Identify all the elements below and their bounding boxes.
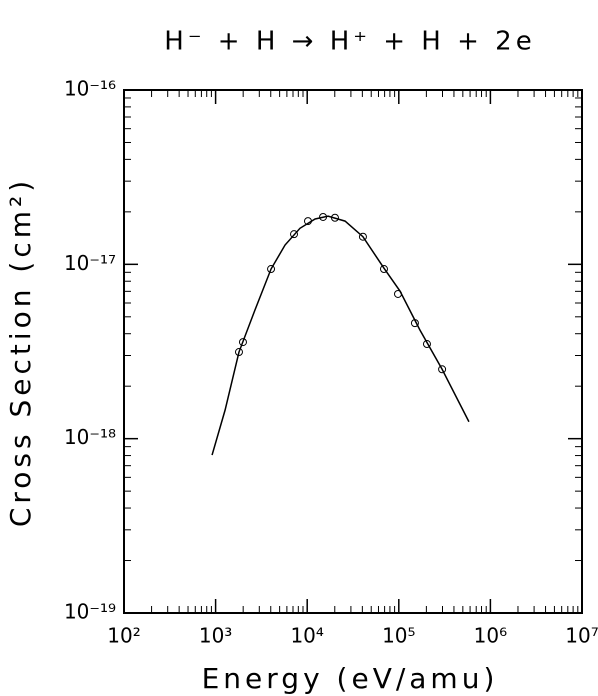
y-tick-label: 10⁻¹⁷ bbox=[64, 251, 116, 275]
data-point bbox=[267, 265, 276, 274]
data-point bbox=[438, 365, 447, 374]
chart-title: H⁻ + H → H⁺ + H + 2e bbox=[164, 27, 535, 57]
y-axis-label: Cross Section (cm²) bbox=[4, 177, 37, 527]
data-point bbox=[422, 340, 431, 349]
data-point bbox=[290, 230, 299, 239]
x-tick-label: 10⁵ bbox=[382, 624, 415, 648]
x-tick-label: 10⁴ bbox=[290, 624, 323, 648]
data-point bbox=[234, 348, 243, 357]
x-tick-label: 10³ bbox=[199, 624, 232, 648]
data-point bbox=[358, 232, 367, 241]
data-point bbox=[379, 265, 388, 274]
y-tick-label: 10⁻¹⁹ bbox=[64, 600, 116, 624]
y-tick-label: 10⁻¹⁶ bbox=[64, 77, 116, 101]
y-tick-label: 10⁻¹⁸ bbox=[64, 425, 116, 449]
plot-frame bbox=[123, 89, 583, 614]
x-axis-label: Energy (eV/amu) bbox=[202, 662, 499, 695]
data-point bbox=[238, 338, 247, 347]
fit-curve bbox=[211, 215, 470, 456]
x-tick-label: 10⁷ bbox=[565, 624, 598, 648]
x-tick-label: 10⁶ bbox=[474, 624, 507, 648]
x-tick-label: 10² bbox=[107, 624, 140, 648]
